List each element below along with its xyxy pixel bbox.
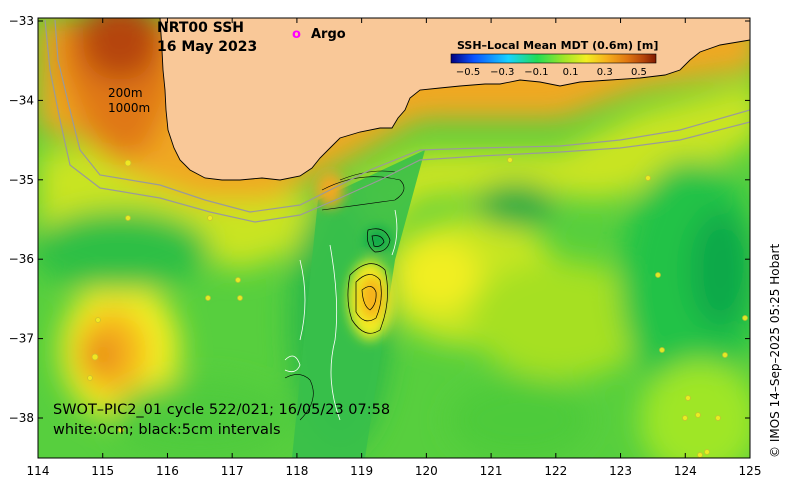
colorbar: SSH–Local Mean MDT (0.6m) [m] −0.5 −0.3 −0… [450,39,658,78]
y-tick-label: −36 [9,252,34,266]
x-axis: 114 115 116 117 118 119 120 121 122 123 124 125 [27,18,762,478]
x-tick-label: 125 [739,464,762,478]
x-tick-label: 119 [350,464,373,478]
argo-legend-label: Argo [311,27,346,42]
colorbar-tick-label: 0.3 [597,67,613,78]
isobath-lines [44,19,750,223]
x-tick-label: 122 [544,464,567,478]
credit-label: © IMOS 14–Sep–2025 05:25 Hobart [768,244,782,458]
colorbar-tick-label: −0.3 [490,67,514,78]
y-tick-label: −35 [9,173,34,187]
argo-legend-symbol: o [292,27,301,42]
colorbar-ticks: −0.5 −0.3 −0.1 0.1 0.3 0.5 [456,67,647,78]
product-title: NRT00 SSH [157,20,244,36]
colorbar-tick-label: 0.1 [563,67,579,78]
x-tick-label: 117 [221,464,244,478]
y-axis: −33 −34 −35 −36 −37 −38 [9,14,750,425]
x-tick-label: 121 [480,464,503,478]
colorbar-tick-label: −0.5 [456,67,480,78]
swot-annotation-line2: white:0cm; black:5cm intervals [53,422,281,438]
x-tick-label: 124 [674,464,697,478]
colorbar-tick-label: −0.1 [524,67,548,78]
swot-annotation-line1: SWOT–PIC2_01 cycle 522/021; 16/05/23 07:… [53,402,390,418]
x-tick-label: 118 [285,464,308,478]
isobath-label-200m: 200m [108,86,143,100]
isobath-label-1000m: 1000m [108,101,150,115]
argo-floats [87,157,748,458]
y-tick-label: −34 [9,93,34,107]
colorbar-tick-label: 0.5 [631,67,647,78]
x-tick-label: 120 [415,464,438,478]
swot-swath [284,150,425,458]
y-tick-label: −38 [9,411,34,425]
colorbar-gradient [450,53,657,64]
colorbar-title: SSH–Local Mean MDT (0.6m) [m] [457,39,658,52]
x-tick-label: 114 [27,464,50,478]
x-tick-label: 116 [156,464,179,478]
x-tick-label: 115 [91,464,114,478]
y-tick-label: −37 [9,332,34,346]
ssh-field [38,18,750,458]
date-title: 16 May 2023 [157,39,257,55]
x-tick-label: 123 [609,464,632,478]
y-tick-label: −33 [9,14,34,28]
plot-frame [37,17,751,459]
